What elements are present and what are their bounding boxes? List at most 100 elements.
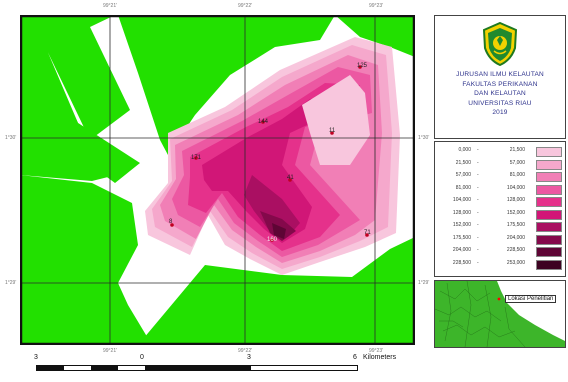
legend-dash: -: [477, 247, 479, 253]
legend-low: 228,500: [452, 259, 471, 266]
legend-high: 204,000: [506, 234, 525, 241]
station-71: 71: [364, 230, 371, 237]
legend-high: 175,500: [506, 222, 525, 228]
legend-dash: -: [477, 147, 479, 153]
title-line-3: DAN KELAUTAN: [474, 90, 526, 97]
land-left-top: [20, 15, 140, 183]
legend-dash: -: [477, 172, 479, 178]
coord-bottom-3: 99°23': [369, 348, 384, 354]
legend-swatch: [536, 197, 562, 207]
legend-row: 175,500 - 204,000: [439, 234, 563, 245]
plume-band-6: [202, 95, 338, 243]
title-line-1: JURUSAN ILMU KELAUTAN: [456, 71, 544, 78]
coord-right-2: 1°29': [418, 280, 430, 286]
legend-panel: 0,000 - 21,500 21,500 - 57,000 57,000 - …: [434, 141, 566, 277]
legend-high: 228,500: [506, 247, 525, 253]
legend-high: 128,000: [506, 197, 525, 203]
svg-text:171: 171: [191, 155, 202, 161]
legend-high: 81,000: [509, 172, 525, 178]
coord-bottom-2: 99°22': [238, 348, 253, 354]
station-160: 160: [267, 237, 278, 243]
legend-low: 21,500: [455, 159, 471, 166]
coord-right-1: 1°30': [418, 135, 430, 141]
legend-high: 152,000: [506, 209, 525, 216]
scale-label-0: 0: [140, 354, 144, 361]
station-171: 171: [191, 155, 202, 161]
coord-bottom-1: 99°21': [103, 348, 118, 354]
legend-row: 0,000 - 21,500: [439, 146, 563, 157]
coord-top-3: 99°23': [369, 3, 384, 9]
graticule: [20, 15, 415, 345]
legend-swatch: [536, 259, 562, 270]
land-top-center: [118, 15, 335, 155]
map-frame: 125 144 171 11 41 8: [20, 15, 415, 345]
legend-low: 204,000: [452, 247, 471, 253]
legend-low: 175,500: [452, 234, 471, 241]
legend-low: 152,000: [452, 222, 471, 228]
legend-swatch: [536, 222, 562, 232]
title-line-5: 2019: [492, 109, 508, 116]
svg-text:144: 144: [258, 119, 269, 125]
legend-low: 104,000: [452, 197, 471, 203]
legend-low: 81,000: [455, 184, 471, 191]
study-site-marker: [497, 297, 501, 301]
legend-dash: -: [477, 159, 479, 166]
station-125: 125: [357, 63, 368, 69]
legend-swatch: [536, 234, 562, 245]
coord-left-1: 1°30': [5, 135, 17, 141]
coord-left-2: 1°29': [5, 280, 17, 286]
plume-band-7: [244, 175, 300, 237]
concentration-plume: [145, 37, 400, 275]
legend-row: 81,000 - 104,000: [439, 184, 563, 195]
legend-dash: -: [477, 259, 479, 266]
scale-label-6: 6: [353, 354, 357, 361]
legend-row: 57,000 - 81,000: [439, 171, 563, 182]
legend-row: 128,000 - 152,000: [439, 209, 563, 220]
scale-label-3: 3: [247, 354, 251, 361]
scale-bar-graphic: [36, 365, 358, 371]
legend-dash: -: [477, 234, 479, 241]
inset-map-panel: Lokasi Penelitian: [434, 280, 566, 348]
coord-top-2: 99°22': [238, 3, 253, 9]
svg-text:71: 71: [364, 230, 371, 236]
coord-top-1: 99°21': [103, 3, 118, 9]
station-11: 11: [329, 128, 336, 135]
plume-right-light: [302, 75, 370, 165]
legend-swatch: [536, 209, 562, 220]
legend-swatch: [536, 184, 562, 195]
scale-label-units: Kilometers: [363, 354, 397, 361]
legend-swatch: [536, 147, 562, 157]
university-logo-icon: [482, 22, 518, 66]
legend-high: 21,500: [509, 147, 525, 153]
legend-dash: -: [477, 209, 479, 216]
legend-row: 152,000 - 175,500: [439, 221, 563, 232]
legend-dash: -: [477, 222, 479, 228]
svg-text:125: 125: [357, 63, 368, 69]
land-bottom-center: [138, 237, 415, 345]
legend-dash: -: [477, 197, 479, 203]
station-144: 144: [258, 119, 269, 125]
land-left-upper: [20, 15, 125, 181]
scale-label-3-left: 3: [34, 354, 38, 361]
title-line-2: FAKULTAS PERIKANAN: [462, 80, 538, 88]
legend-row: 104,000 - 128,000: [439, 196, 563, 207]
legend-swatch: [536, 172, 562, 182]
map-canvas: 125 144 171 11 41 8: [20, 15, 415, 345]
map-border: [20, 15, 415, 345]
study-location-label: Lokasi Penelitian: [505, 295, 557, 303]
title-panel: JURUSAN ILMU KELAUTAN FAKULTAS PERIKANAN…: [434, 15, 566, 139]
sampling-stations: 125 144 171 11 41 8: [169, 63, 371, 243]
legend-high: 253,000: [506, 259, 525, 266]
legend-row: 21,500 - 57,000: [439, 159, 563, 170]
legend-low: 0,000: [458, 147, 471, 153]
legend-row: 204,000 - 228,500: [439, 246, 563, 257]
legend-swatch: [536, 159, 562, 170]
svg-text:41: 41: [287, 175, 294, 181]
legend-dash: -: [477, 184, 479, 191]
legend-low: 57,000: [455, 172, 471, 178]
station-41: 41: [287, 175, 294, 182]
title-block: JURUSAN ILMU KELAUTAN FAKULTAS PERIKANAN…: [439, 70, 561, 118]
legend-high: 57,000: [509, 159, 525, 166]
legend-row: 228,500 - 253,000: [439, 259, 563, 270]
scale-bar: 3 0 3 6 Kilometers: [30, 352, 430, 380]
